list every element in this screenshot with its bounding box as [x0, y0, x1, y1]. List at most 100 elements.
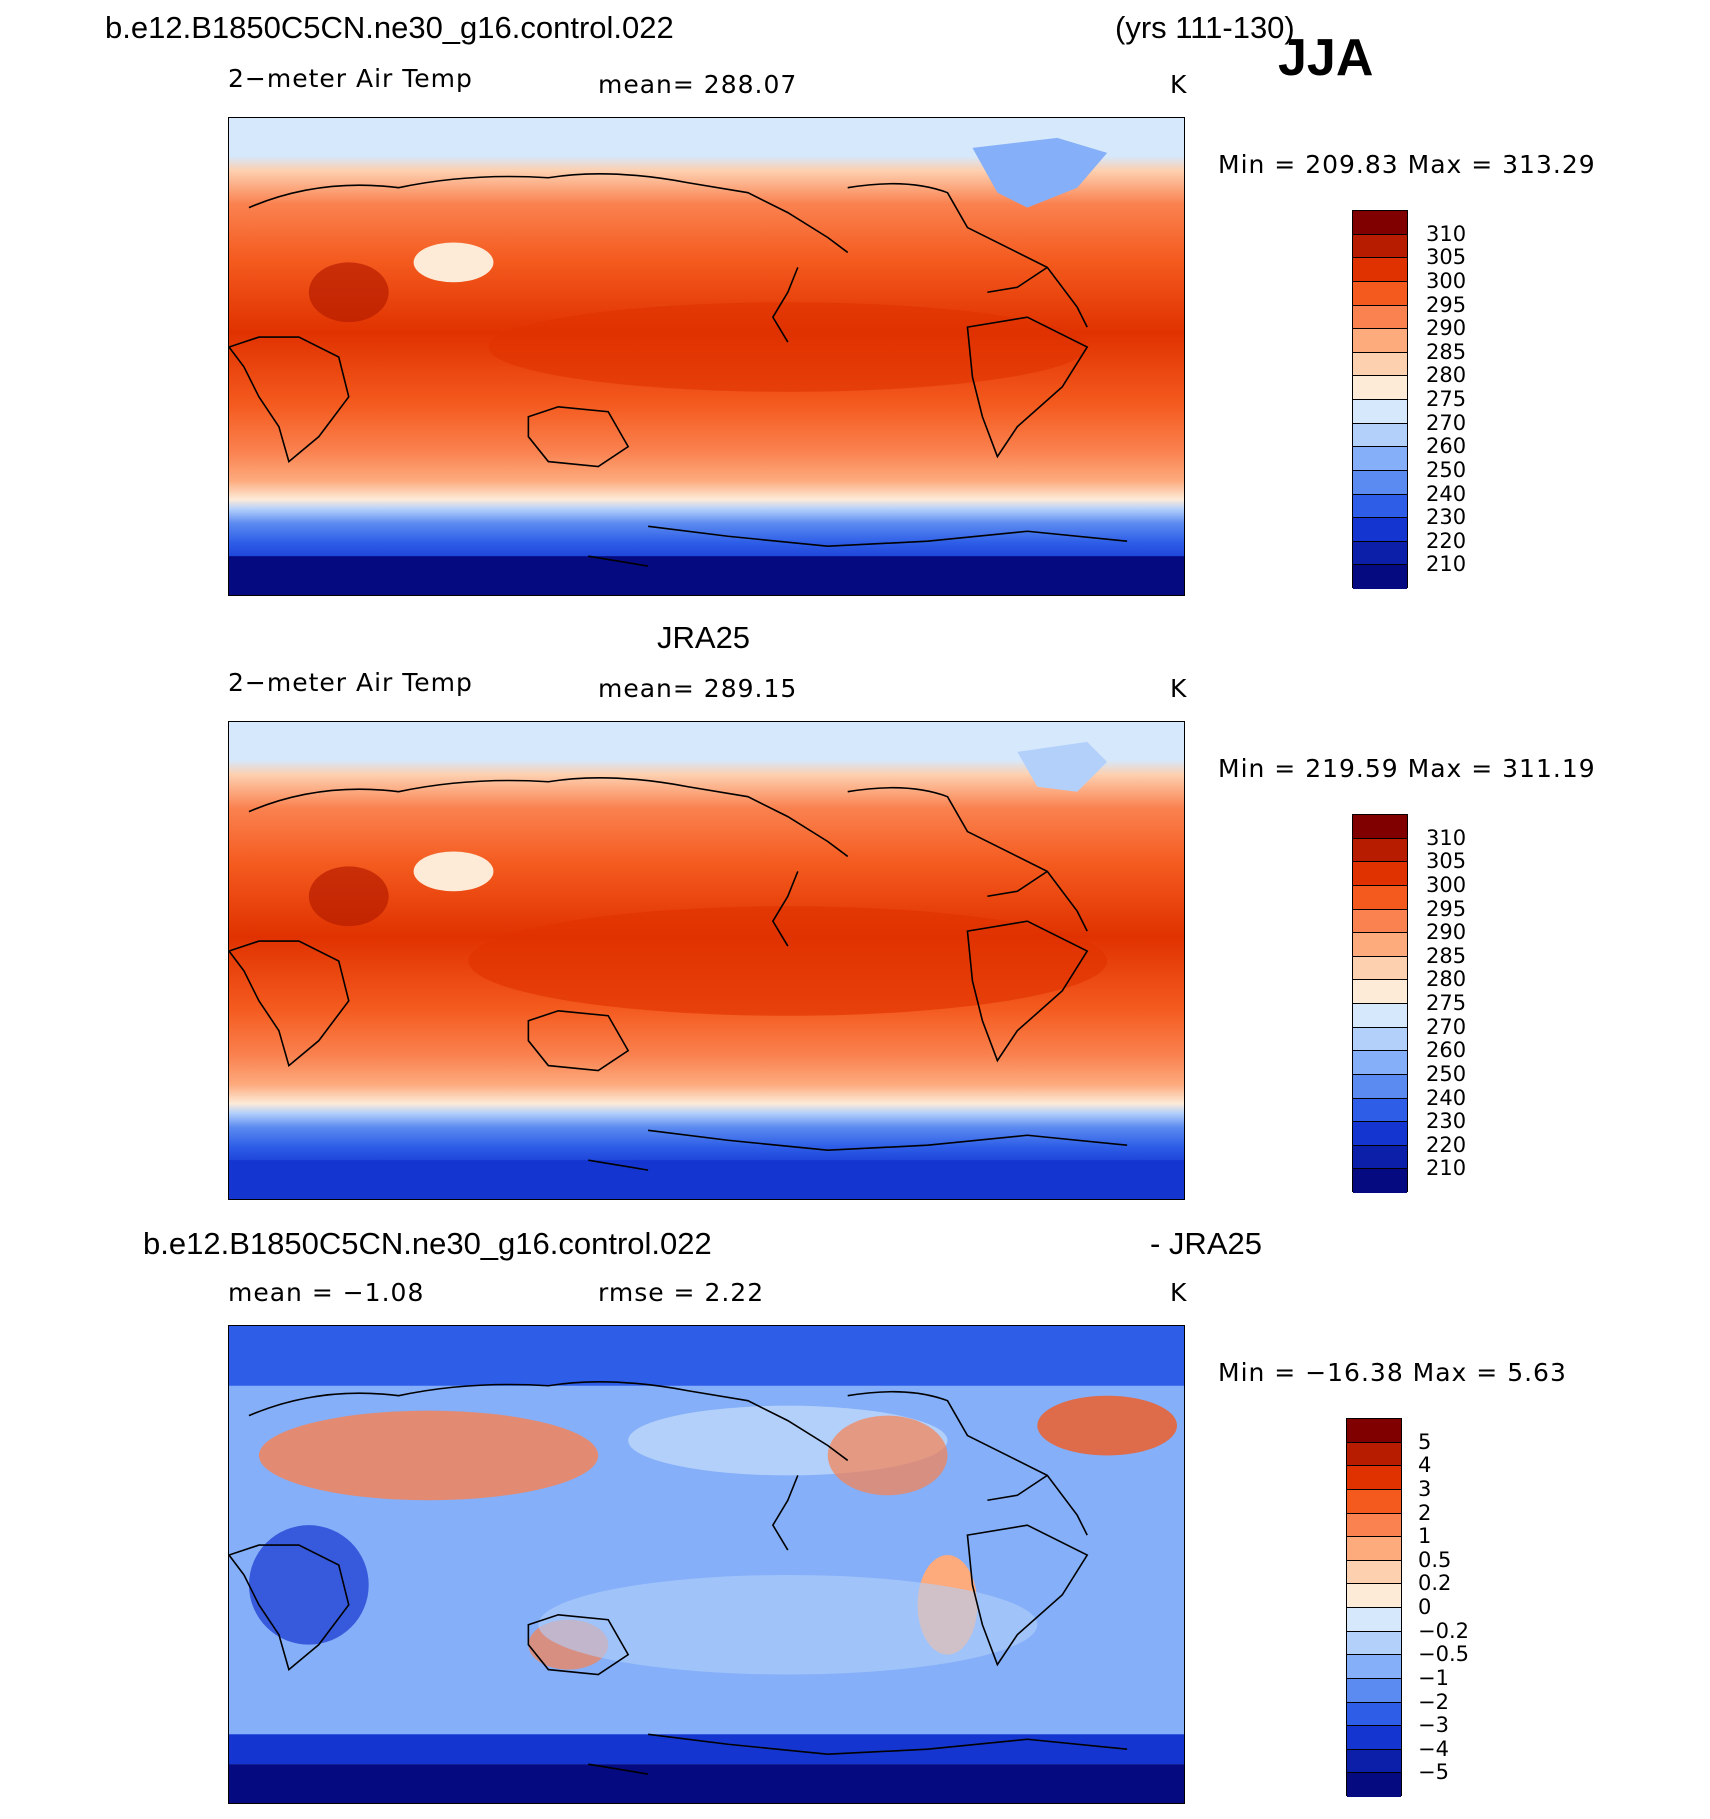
colorbar-swatch — [1353, 1004, 1407, 1028]
colorbar-swatch — [1347, 1655, 1401, 1679]
colorbar-tick-label: −0.5 — [1418, 1642, 1469, 1667]
colorbar-tick-label: 220 — [1426, 1132, 1467, 1157]
colorbar-tick-label: 0.2 — [1418, 1571, 1452, 1596]
colorbar-tick-label: 250 — [1426, 1061, 1467, 1086]
panel2-map — [228, 721, 1185, 1200]
colorbar-tick-label: 240 — [1426, 481, 1467, 506]
colorbar-swatch — [1353, 956, 1407, 981]
colorbar-tick-label: 270 — [1426, 410, 1467, 435]
colorbar-tick-label: 3 — [1418, 1476, 1432, 1501]
colorbar-tick-label: 285 — [1426, 943, 1467, 968]
colorbar-swatch — [1347, 1726, 1401, 1750]
colorbar-swatch — [1353, 838, 1407, 863]
colorbar-tick-label: 275 — [1426, 991, 1467, 1015]
panel3-rmse: rmse = 2.22 — [598, 1278, 765, 1307]
colorbar-swatch — [1353, 885, 1407, 910]
colorbar-tick-label: 290 — [1426, 316, 1467, 341]
colorbar-tick-label: 250 — [1426, 457, 1467, 482]
colorbar-swatch — [1347, 1749, 1401, 1774]
years-label: (yrs 111-130) — [1115, 10, 1295, 45]
colorbar-tick-label: 290 — [1426, 920, 1467, 945]
colorbar-swatch — [1353, 1145, 1407, 1170]
colorbar-swatch — [1353, 447, 1407, 471]
colorbar-tick-label: 4 — [1418, 1453, 1432, 1478]
panel1-units: K — [1170, 70, 1188, 99]
colorbar-swatch — [1347, 1584, 1401, 1608]
colorbar-tick-label: −3 — [1418, 1713, 1449, 1738]
panel2-minmax: Min = 219.59 Max = 311.19 — [1218, 754, 1596, 783]
panel1-minmax: Min = 209.83 Max = 313.29 — [1218, 150, 1596, 179]
panel1-map — [228, 117, 1185, 596]
colorbar-tick-label: 310 — [1426, 221, 1467, 246]
panel3-field — [229, 1326, 1184, 1803]
colorbar-swatch — [1353, 980, 1407, 1004]
panel2-title: JRA25 — [657, 620, 751, 655]
colorbar-tick-label: 280 — [1426, 363, 1467, 388]
colorbar-swatch — [1353, 400, 1407, 424]
colorbar-swatch — [1353, 1051, 1407, 1075]
panel3-colorbar — [1346, 1418, 1402, 1797]
panel1-field — [229, 118, 1184, 595]
colorbar-swatch — [1353, 494, 1407, 519]
colorbar-tick-label: −1 — [1418, 1665, 1449, 1690]
panel3-mean: mean = −1.08 — [228, 1278, 425, 1307]
panel2-mean: mean= 289.15 — [598, 674, 798, 703]
colorbar-tick-label: 1 — [1418, 1524, 1432, 1549]
colorbar-tick-label: 210 — [1426, 1156, 1467, 1181]
colorbar-swatch — [1347, 1773, 1401, 1797]
panel3-title-right: - JRA25 — [1150, 1226, 1262, 1261]
panel1-colorbar — [1352, 210, 1408, 589]
colorbar-tick-label: 260 — [1426, 1038, 1467, 1063]
colorbar-tick-label: 260 — [1426, 434, 1467, 459]
colorbar-swatch — [1347, 1608, 1401, 1632]
colorbar-swatch — [1347, 1678, 1401, 1703]
colorbar-swatch — [1353, 518, 1407, 542]
panel3-units: K — [1170, 1278, 1188, 1307]
colorbar-swatch — [1353, 1098, 1407, 1123]
panel3-map — [228, 1325, 1185, 1804]
colorbar-swatch — [1353, 470, 1407, 495]
colorbar-swatch — [1353, 1027, 1407, 1052]
case-title: b.e12.B1850C5CN.ne30_g16.control.022 — [105, 10, 674, 45]
colorbar-tick-label: 305 — [1426, 849, 1467, 874]
colorbar-swatch — [1347, 1442, 1401, 1467]
colorbar-tick-label: −5 — [1418, 1760, 1449, 1785]
colorbar-tick-label: 300 — [1426, 872, 1467, 897]
colorbar-tick-label: 295 — [1426, 896, 1467, 921]
colorbar-tick-label: 0.5 — [1418, 1547, 1452, 1572]
colorbar-swatch — [1353, 423, 1407, 448]
panel3-title-left: b.e12.B1850C5CN.ne30_g16.control.022 — [143, 1226, 712, 1261]
colorbar-tick-label: 5 — [1418, 1429, 1432, 1454]
colorbar-swatch — [1353, 211, 1407, 235]
colorbar-swatch — [1353, 281, 1407, 306]
colorbar-tick-label: 0 — [1418, 1595, 1432, 1619]
colorbar-tick-label: −4 — [1418, 1736, 1449, 1761]
panel3-minmax: Min = −16.38 Max = 5.63 — [1218, 1358, 1567, 1387]
season-label: JJA — [1278, 29, 1374, 87]
colorbar-swatch — [1353, 329, 1407, 353]
colorbar-tick-label: −0.2 — [1418, 1618, 1469, 1643]
colorbar-tick-label: 240 — [1426, 1085, 1467, 1110]
colorbar-tick-label: 270 — [1426, 1014, 1467, 1039]
colorbar-swatch — [1347, 1489, 1401, 1514]
colorbar-swatch — [1353, 815, 1407, 839]
colorbar-tick-label: 2 — [1418, 1500, 1432, 1525]
colorbar-swatch — [1353, 234, 1407, 259]
colorbar-swatch — [1353, 862, 1407, 886]
colorbar-swatch — [1347, 1466, 1401, 1490]
colorbar-swatch — [1353, 352, 1407, 377]
colorbar-swatch — [1347, 1513, 1401, 1538]
colorbar-swatch — [1353, 1122, 1407, 1146]
colorbar-tick-label: 300 — [1426, 268, 1467, 293]
colorbar-tick-label: 210 — [1426, 552, 1467, 577]
panel1-mean: mean= 288.07 — [598, 70, 798, 99]
colorbar-swatch — [1353, 565, 1407, 589]
colorbar-swatch — [1353, 258, 1407, 282]
colorbar-tick-label: 275 — [1426, 387, 1467, 411]
colorbar-swatch — [1353, 1169, 1407, 1193]
colorbar-tick-label: 280 — [1426, 967, 1467, 992]
colorbar-tick-label: −2 — [1418, 1689, 1449, 1714]
colorbar-tick-label: 285 — [1426, 339, 1467, 364]
colorbar-swatch — [1353, 1074, 1407, 1099]
colorbar-swatch — [1347, 1537, 1401, 1561]
